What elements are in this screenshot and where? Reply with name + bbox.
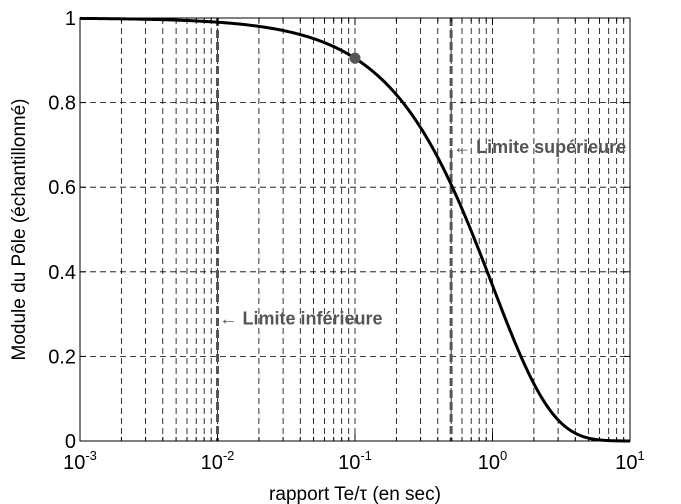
- annotation-label: ← Limite inférieure: [220, 308, 383, 328]
- x-tick-label: 100: [478, 448, 507, 474]
- series-layer: [79, 16, 631, 443]
- grid: [80, 18, 630, 441]
- x-tick-label: 10-3: [63, 448, 97, 474]
- x-tick-label: 10-1: [338, 448, 372, 474]
- ticks: 10-3 10-2 10-1 100 101 0 0.2 0.4 0.6 0.8 1: [48, 8, 645, 474]
- y-tick-label: 0.8: [48, 93, 76, 115]
- y-tick-label: 0.6: [48, 177, 76, 199]
- x-tick-label: 10-2: [201, 448, 235, 474]
- y-tick-label: 1: [65, 8, 76, 30]
- y-axis-label: Module du Pôle (échantillonné): [9, 99, 30, 361]
- x-axis-label: rapport Te/τ (en sec): [269, 484, 441, 504]
- data-point-marker: [349, 52, 361, 64]
- y-tick-label: 0.4: [48, 262, 76, 284]
- x-tick-label: 101: [615, 448, 644, 474]
- annotations: ← Limite inférieure ← Limite supérieure: [220, 137, 627, 328]
- y-tick-label: 0: [65, 431, 76, 453]
- limit-lines: [216, 18, 453, 441]
- y-tick-label: 0.2: [48, 346, 76, 368]
- annotation-label: ← Limite supérieure: [453, 137, 626, 157]
